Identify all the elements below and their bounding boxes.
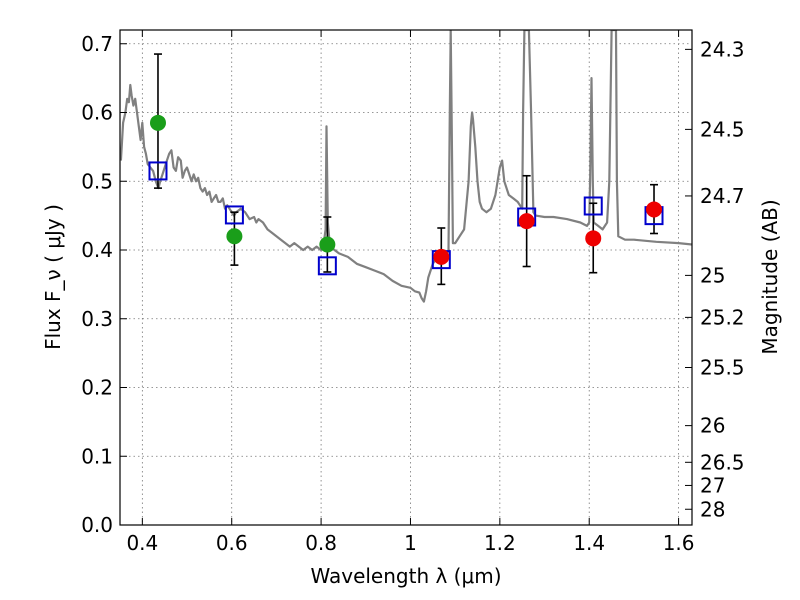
y2-tick-label: 24.5: [700, 117, 745, 141]
model-photometry-square: [317, 256, 337, 276]
green-data-point: [319, 236, 336, 253]
y-tick-label: 0.3: [81, 307, 113, 331]
plot-frame: [119, 29, 693, 526]
model-spectrum-line: [120, 30, 692, 303]
y-tick-label: 0.6: [81, 101, 113, 125]
y-axis-title: Flux F_ν ( μJy ): [41, 204, 65, 350]
red-data-point: [518, 213, 535, 230]
model-photometry-square: [224, 205, 244, 225]
x-tick-label: 1.4: [573, 531, 605, 555]
y2-tick-label: 25.5: [700, 356, 745, 380]
y-tick-label: 0.1: [81, 444, 113, 468]
x-tick-label: 1: [404, 531, 417, 555]
grid-lines: [120, 30, 692, 526]
y2-tick-label: 28: [700, 497, 725, 521]
y2-tick-label: 25.2: [700, 305, 745, 329]
y2-tick-label: 26.5: [700, 450, 745, 474]
y2-tick-label: 26: [700, 414, 725, 438]
y2-tick-label: 27: [700, 473, 725, 497]
red-data-point: [433, 248, 450, 265]
axis-ticks: 0.4 0.6 0.8 1 1.2 1.4 1.6 0.0 0.1 0.2 0.3 0.4 0.5 0.6…: [81, 30, 745, 555]
data-layer: [120, 30, 692, 303]
plot-area: [120, 30, 692, 303]
x-tick-label: 0.4: [126, 531, 158, 555]
y-tick-label: 0.7: [81, 32, 113, 56]
x-tick-label: 1.2: [484, 531, 516, 555]
green-data-point: [149, 114, 166, 131]
y2-tick-label: 24.3: [700, 37, 745, 61]
y-tick-label: 0.4: [81, 238, 113, 262]
y-tick-label: 0.0: [81, 513, 113, 537]
model-photometry-square: [148, 161, 168, 181]
y2-tick-label: 24.7: [700, 184, 745, 208]
red-data-point: [585, 230, 602, 247]
x-tick-label: 0.8: [305, 531, 337, 555]
x-tick-label: 0.6: [216, 531, 248, 555]
red-data-point: [646, 201, 663, 218]
model-photometry-square: [583, 196, 603, 216]
y-tick-label: 0.2: [81, 376, 113, 400]
y2-axis-title: Magnitude (AB): [758, 199, 782, 354]
x-axis-title: Wavelength λ (μm): [310, 564, 501, 588]
x-tick-label: 1.6: [663, 531, 695, 555]
y-tick-label: 0.5: [81, 169, 113, 193]
y2-tick-label: 25: [700, 263, 725, 287]
green-data-point: [226, 228, 243, 245]
